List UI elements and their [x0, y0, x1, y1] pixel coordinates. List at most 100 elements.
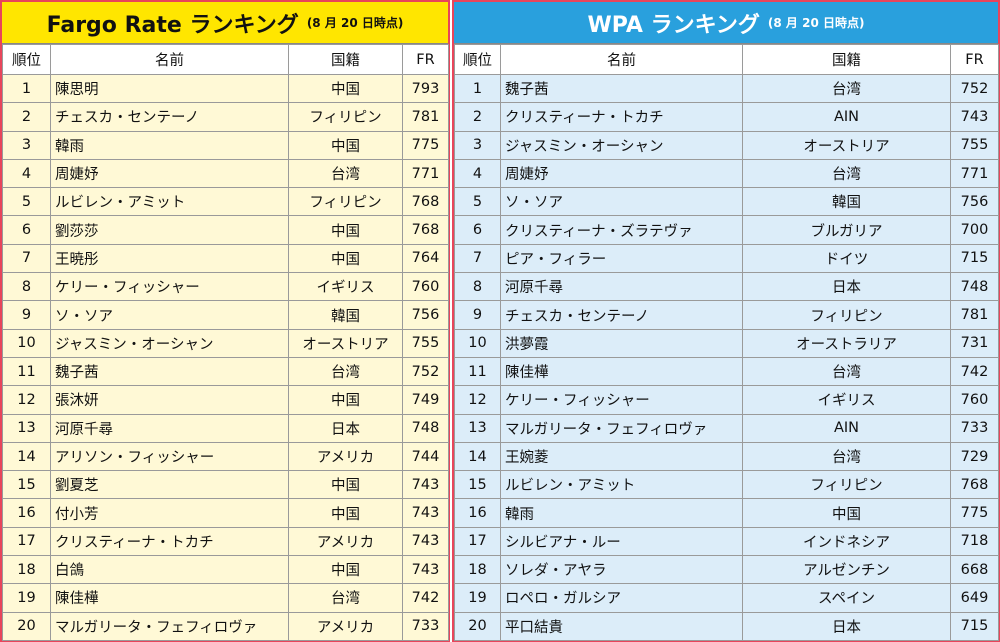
country-cell: 中国 [288, 470, 403, 500]
fr-cell: 700 [950, 215, 999, 245]
name-cell: 河原千尋 [50, 413, 289, 443]
country-cell: 中国 [288, 130, 403, 160]
fr-cell: 760 [402, 272, 449, 302]
name-cell: 河原千尋 [500, 272, 743, 302]
fr-cell: 715 [950, 243, 999, 274]
fr-cell: 733 [402, 611, 449, 641]
fr-cell: 715 [950, 611, 999, 641]
country-cell: オーストリア [288, 328, 403, 358]
rank-cell: 16 [2, 498, 51, 528]
country-cell: 中国 [288, 243, 403, 274]
name-cell: ジャスミン・オーシャン [500, 130, 743, 160]
country-cell: 台湾 [742, 158, 951, 189]
fr-cell: 749 [402, 385, 449, 415]
name-cell: 劉夏芝 [50, 470, 289, 500]
wpa-title: WPA ランキング [587, 12, 760, 38]
table-row: 2 チェスカ・センテーノ フィリピン 781 [2, 102, 449, 132]
name-cell: シルビアナ・ルー [500, 526, 743, 557]
name-cell: ロペロ・ガルシア [500, 583, 743, 613]
name-cell: ソ・ソア [50, 300, 289, 330]
name-cell: 洪夢霞 [500, 328, 743, 358]
table-row: 2 クリスティーナ・トカチ AIN 743 [454, 102, 999, 132]
table-row: 11 魏子茜 台湾 752 [2, 356, 449, 387]
table-row: 11 陳佳樺 台湾 742 [454, 356, 999, 387]
fr-cell: 743 [402, 526, 449, 557]
rank-cell: 4 [454, 158, 501, 189]
rank-cell: 11 [2, 356, 51, 387]
country-cell: 中国 [288, 385, 403, 415]
name-cell: ケリー・フィッシャー [500, 385, 743, 415]
rank-cell: 16 [454, 498, 501, 528]
rank-cell: 12 [2, 385, 51, 415]
country-cell: スペイン [742, 583, 951, 613]
table-row: 10 ジャスミン・オーシャン オーストリア 755 [2, 328, 449, 358]
wpa-ranking-table: 順位 名前 国籍 FR 1 魏子茜 台湾 752 2 クリスティーナ・トカチ AIN 743 3… [454, 44, 999, 641]
country-cell: アルゼンチン [742, 555, 951, 585]
fr-cell: 781 [950, 300, 999, 330]
table-row: 16 韓雨 中国 775 [454, 498, 999, 528]
rank-cell: 14 [454, 441, 501, 472]
fr-cell: 743 [402, 470, 449, 500]
rank-cell: 20 [2, 611, 51, 641]
rank-cell: 11 [454, 356, 501, 387]
fr-cell: 743 [950, 102, 999, 132]
rank-cell: 10 [2, 328, 51, 358]
country-cell: 韓国 [742, 187, 951, 217]
fr-cell: 742 [402, 583, 449, 613]
name-cell: 平口結貴 [500, 611, 743, 641]
fargo-table-body: 1 陳思明 中国 793 2 チェスカ・センテーノ フィリピン 781 3 韓雨 中国 775 4 周婕妤… [2, 73, 449, 641]
rank-cell: 7 [2, 243, 51, 274]
country-cell: 台湾 [288, 158, 403, 189]
rank-cell: 1 [454, 73, 501, 104]
table-row: 15 劉夏芝 中国 743 [2, 470, 449, 500]
country-cell: 中国 [288, 555, 403, 585]
country-cell: 日本 [742, 611, 951, 641]
rank-cell: 17 [454, 526, 501, 557]
table-row: 3 ジャスミン・オーシャン オーストリア 755 [454, 130, 999, 160]
table-row: 16 付小芳 中国 743 [2, 498, 449, 528]
name-cell: 魏子茜 [500, 73, 743, 104]
rank-cell: 6 [454, 215, 501, 245]
country-cell: 中国 [288, 73, 403, 104]
fr-cell: 755 [402, 328, 449, 358]
rank-cell: 9 [454, 300, 501, 330]
fr-cell: 775 [950, 498, 999, 528]
table-row: 19 ロペロ・ガルシア スペイン 649 [454, 583, 999, 613]
rank-cell: 2 [454, 102, 501, 132]
name-cell: ルビレン・アミット [500, 470, 743, 500]
name-column-header: 名前 [50, 44, 289, 75]
country-cell: 台湾 [742, 441, 951, 472]
fargo-title-bar: Fargo Rate ランキング (8 月 20 日時点) [2, 2, 448, 44]
fr-cell: 743 [402, 555, 449, 585]
table-row: 9 チェスカ・センテーノ フィリピン 781 [454, 300, 999, 330]
country-cell: AIN [742, 102, 951, 132]
rank-cell: 7 [454, 243, 501, 274]
country-cell: オーストラリア [742, 328, 951, 358]
fr-cell: 760 [950, 385, 999, 415]
table-row: 17 クリスティーナ・トカチ アメリカ 743 [2, 526, 449, 557]
fr-cell: 775 [402, 130, 449, 160]
fr-cell: 668 [950, 555, 999, 585]
table-row: 15 ルビレン・アミット フィリピン 768 [454, 470, 999, 500]
name-cell: ソ・ソア [500, 187, 743, 217]
rank-cell: 8 [454, 272, 501, 302]
fr-cell: 755 [950, 130, 999, 160]
country-cell: インドネシア [742, 526, 951, 557]
table-row: 10 洪夢霞 オーストラリア 731 [454, 328, 999, 358]
fargo-ranking-table: 順位 名前 国籍 FR 1 陳思明 中国 793 2 チェスカ・センテーノ フィリピン 781… [2, 44, 449, 641]
country-cell: イギリス [288, 272, 403, 302]
country-cell: AIN [742, 413, 951, 443]
country-column-header: 国籍 [288, 44, 403, 75]
fr-cell: 752 [402, 356, 449, 387]
fr-cell: 733 [950, 413, 999, 443]
rank-cell: 6 [2, 215, 51, 245]
rank-cell: 4 [2, 158, 51, 189]
name-cell: マルガリータ・フェフィロヴァ [500, 413, 743, 443]
name-cell: 周婕妤 [50, 158, 289, 189]
fr-column-header: FR [950, 44, 999, 75]
fr-cell: 768 [950, 470, 999, 500]
country-cell: フィリピン [288, 187, 403, 217]
rank-cell: 19 [454, 583, 501, 613]
rank-cell: 14 [2, 441, 51, 472]
